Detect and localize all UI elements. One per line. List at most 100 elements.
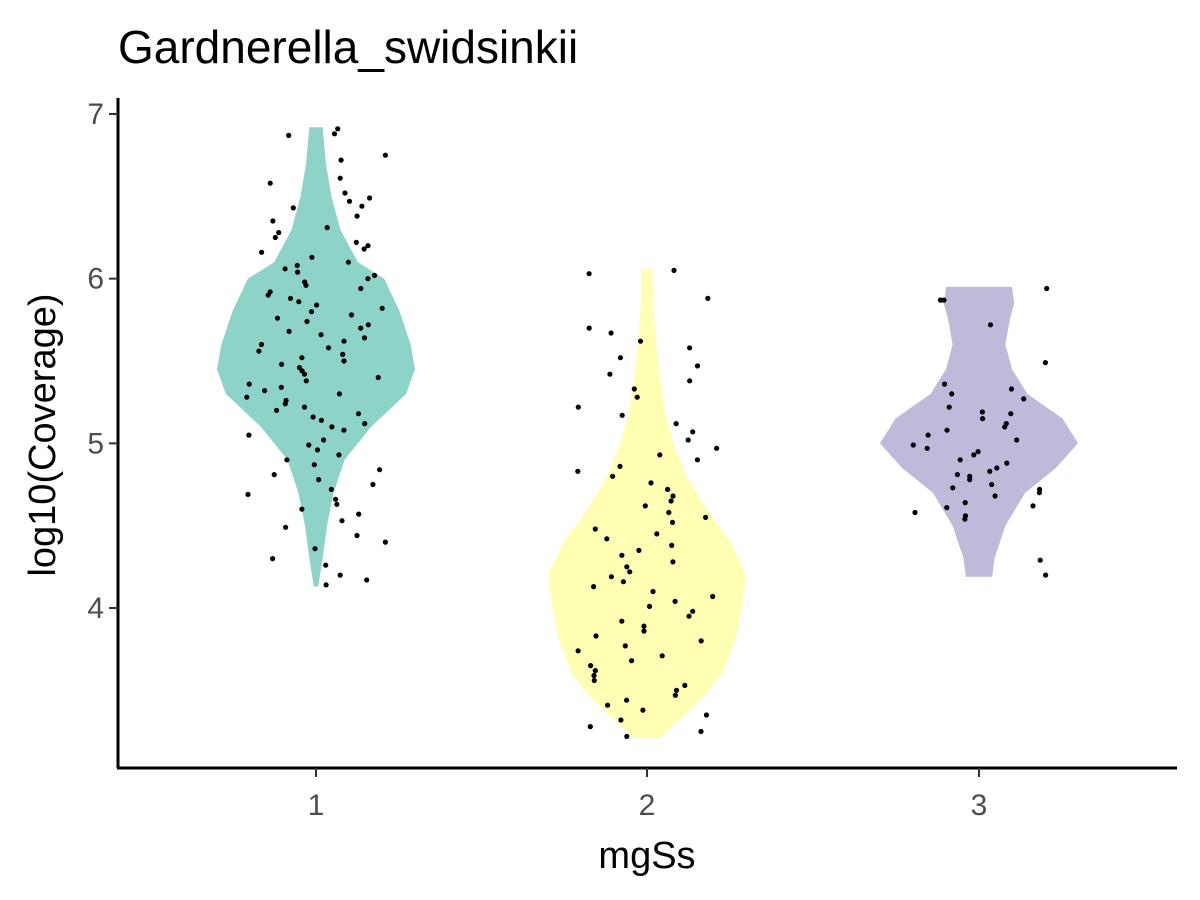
data-point — [591, 672, 597, 679]
data-point — [666, 509, 672, 516]
data-point — [629, 658, 635, 664]
data-point — [290, 205, 296, 211]
x-tick-label: 1 — [308, 789, 325, 822]
data-point — [244, 394, 250, 400]
data-point — [282, 401, 288, 407]
data-point — [636, 547, 642, 554]
data-point — [286, 328, 292, 334]
data-point — [335, 126, 341, 132]
data-point — [358, 285, 364, 292]
data-point — [703, 712, 710, 718]
data-point — [348, 312, 355, 318]
data-point — [361, 246, 367, 252]
data-point — [619, 618, 625, 624]
data-point — [1002, 424, 1008, 430]
chart-title: Gardnerella_swidsinkii — [118, 21, 578, 73]
data-point — [641, 623, 647, 629]
data-point — [620, 579, 627, 585]
data-point — [265, 292, 271, 298]
data-point — [258, 341, 265, 348]
data-point — [301, 404, 308, 410]
x-tick-label: 3 — [971, 789, 988, 822]
data-point — [622, 643, 628, 649]
data-point — [1014, 437, 1020, 443]
data-point — [634, 394, 640, 400]
data-point — [278, 384, 284, 390]
data-point — [294, 262, 300, 269]
data-point — [673, 687, 680, 693]
data-point — [690, 608, 696, 614]
data-point — [605, 702, 611, 708]
data-point — [365, 322, 371, 328]
data-point — [979, 409, 986, 415]
data-point — [270, 556, 276, 562]
data-point — [671, 267, 677, 273]
data-point — [334, 501, 340, 507]
data-point — [309, 254, 315, 260]
data-point — [659, 653, 665, 659]
data-point — [321, 437, 327, 443]
data-point — [1042, 360, 1048, 366]
data-point — [358, 325, 364, 331]
data-point — [304, 318, 310, 325]
data-point — [989, 481, 995, 488]
data-point — [365, 243, 371, 249]
data-point — [365, 276, 371, 282]
data-point — [1008, 411, 1014, 417]
data-point — [356, 511, 362, 517]
data-point — [593, 633, 599, 639]
data-point — [992, 493, 998, 499]
data-point — [592, 668, 598, 674]
data-point — [324, 225, 330, 231]
data-point — [328, 486, 334, 492]
data-point — [591, 677, 597, 684]
data-point — [274, 315, 281, 321]
y-tick-label: 6 — [87, 263, 104, 296]
data-point — [575, 404, 581, 410]
data-point — [299, 355, 305, 361]
data-point — [372, 272, 378, 278]
y-tick-label: 5 — [87, 427, 104, 460]
data-point — [665, 486, 671, 492]
data-point — [694, 457, 701, 463]
data-point — [1043, 572, 1049, 578]
data-point — [367, 195, 373, 201]
y-tick-label: 7 — [87, 98, 104, 131]
data-point — [337, 175, 343, 181]
data-point — [296, 299, 302, 305]
data-point — [286, 132, 292, 138]
data-point — [971, 452, 977, 458]
data-point — [1030, 503, 1036, 509]
data-point — [646, 603, 653, 610]
data-point — [672, 598, 678, 605]
data-point — [354, 532, 360, 539]
data-point — [687, 378, 693, 384]
violin-1 — [217, 127, 415, 587]
data-point — [246, 432, 252, 438]
data-point — [994, 465, 1000, 471]
data-point — [282, 266, 288, 272]
data-point — [690, 429, 696, 435]
data-point — [311, 462, 317, 468]
x-axis-ticks: 1 2 3 — [308, 768, 988, 822]
data-point — [925, 432, 931, 438]
violin-2 — [548, 268, 746, 739]
data-point — [382, 539, 388, 545]
data-point — [592, 526, 598, 532]
data-point — [355, 411, 362, 417]
data-point — [575, 648, 581, 654]
data-point — [314, 302, 320, 308]
data-point — [267, 180, 273, 186]
data-point — [673, 421, 679, 427]
data-point — [246, 381, 252, 387]
data-point — [353, 239, 359, 245]
data-point — [670, 493, 676, 499]
data-point — [299, 506, 305, 512]
data-point — [654, 531, 660, 537]
data-point — [310, 414, 316, 420]
data-point — [323, 562, 329, 568]
data-point — [650, 588, 656, 595]
data-point — [698, 728, 704, 735]
x-tick-label: 2 — [639, 789, 656, 822]
data-point — [586, 325, 592, 331]
